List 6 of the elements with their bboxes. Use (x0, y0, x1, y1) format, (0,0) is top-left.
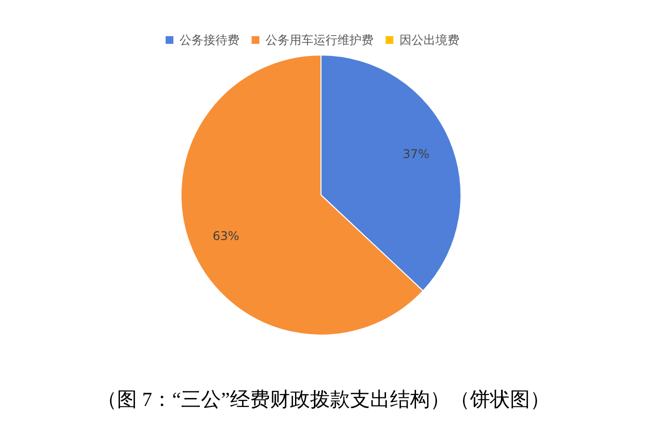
legend-label: 公务用车运行维护费 (266, 33, 374, 47)
data-label: 37% (402, 146, 430, 161)
legend-label: 公务接待费 (180, 33, 240, 47)
legend-label: 因公出境费 (400, 33, 460, 47)
text: （图 7：“三公”经费财政拨款支出结构）（饼状图） (97, 389, 550, 411)
data-label: 63% (212, 229, 240, 244)
